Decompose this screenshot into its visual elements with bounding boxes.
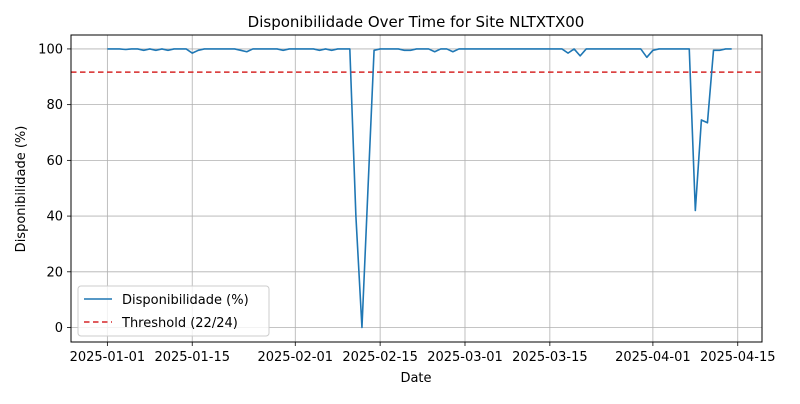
legend-box	[77, 285, 270, 337]
y-tick-label: 80	[46, 98, 63, 113]
plot-frame	[70, 34, 763, 343]
y-tick-label: 40	[46, 210, 63, 225]
x-axis-ticks: 2025-01-01 2025-01-15 2025-02-01 2025-02-15…	[70, 342, 776, 365]
x-tick-label: 2025-03-15	[512, 350, 588, 365]
legend-label-disponibilidade: Disponibilidade (%)	[122, 293, 249, 308]
disponibilidade-line	[107, 48, 732, 329]
x-tick-label: 2025-01-01	[70, 350, 146, 365]
x-tick-label: 2025-04-01	[615, 350, 691, 365]
y-tick-label: 0	[55, 321, 63, 336]
y-tick-label: 100	[38, 42, 63, 57]
x-tick-label: 2025-03-01	[427, 350, 503, 365]
y-axis-ticks: 0 20 40 60 80 100	[38, 42, 71, 336]
x-tick-label: 2025-04-15	[700, 350, 776, 365]
series-layer	[107, 48, 732, 329]
x-axis-label: Date	[400, 371, 431, 386]
x-tick-label: 2025-01-15	[154, 350, 230, 365]
y-axis-label: Disponibilidade (%)	[14, 126, 29, 253]
y-tick-label: 20	[46, 265, 63, 280]
legend: Disponibilidade (%) Threshold (22/24)	[77, 285, 270, 337]
x-tick-label: 2025-02-15	[342, 350, 418, 365]
y-tick-label: 60	[46, 154, 63, 169]
chart-title: Disponibilidade Over Time for Site NLTXT…	[248, 13, 585, 31]
legend-label-threshold: Threshold (22/24)	[121, 316, 238, 331]
x-tick-label: 2025-02-01	[257, 350, 333, 365]
